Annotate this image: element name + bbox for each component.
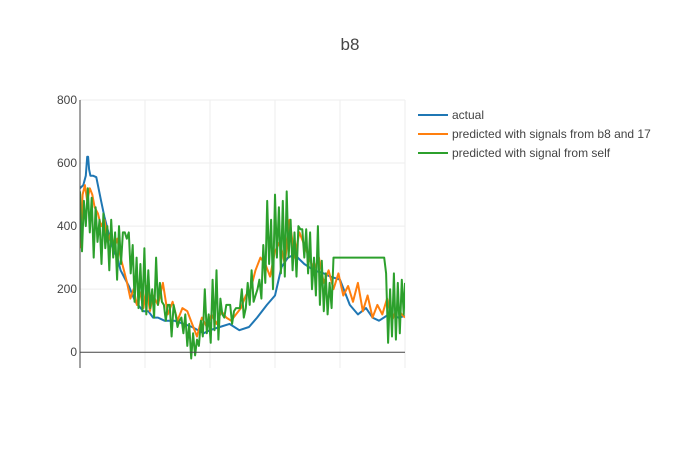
plot-area	[80, 155, 405, 360]
series-line-0	[80, 155, 405, 335]
legend-item-1[interactable]: predicted with signals from b8 and 17	[418, 127, 651, 141]
legend-label: predicted with signal from self	[452, 146, 611, 160]
legend-item-0[interactable]: actual	[418, 108, 484, 122]
legend-label: predicted with signals from b8 and 17	[452, 127, 651, 141]
y-tick-label: 800	[57, 93, 77, 107]
y-tick-label: 0	[70, 345, 77, 359]
legend-item-2[interactable]: predicted with signal from self	[418, 146, 611, 160]
legend-label: actual	[452, 108, 484, 122]
series-line-2	[80, 187, 405, 360]
chart-title: b8	[341, 35, 360, 54]
y-tick-label: 200	[57, 282, 77, 296]
y-tick-label: 400	[57, 219, 77, 233]
y-tick-label: 600	[57, 156, 77, 170]
legend[interactable]: actual predicted with signals from b8 and…	[418, 108, 651, 160]
axes: 0 200 400 600 800	[57, 93, 405, 368]
